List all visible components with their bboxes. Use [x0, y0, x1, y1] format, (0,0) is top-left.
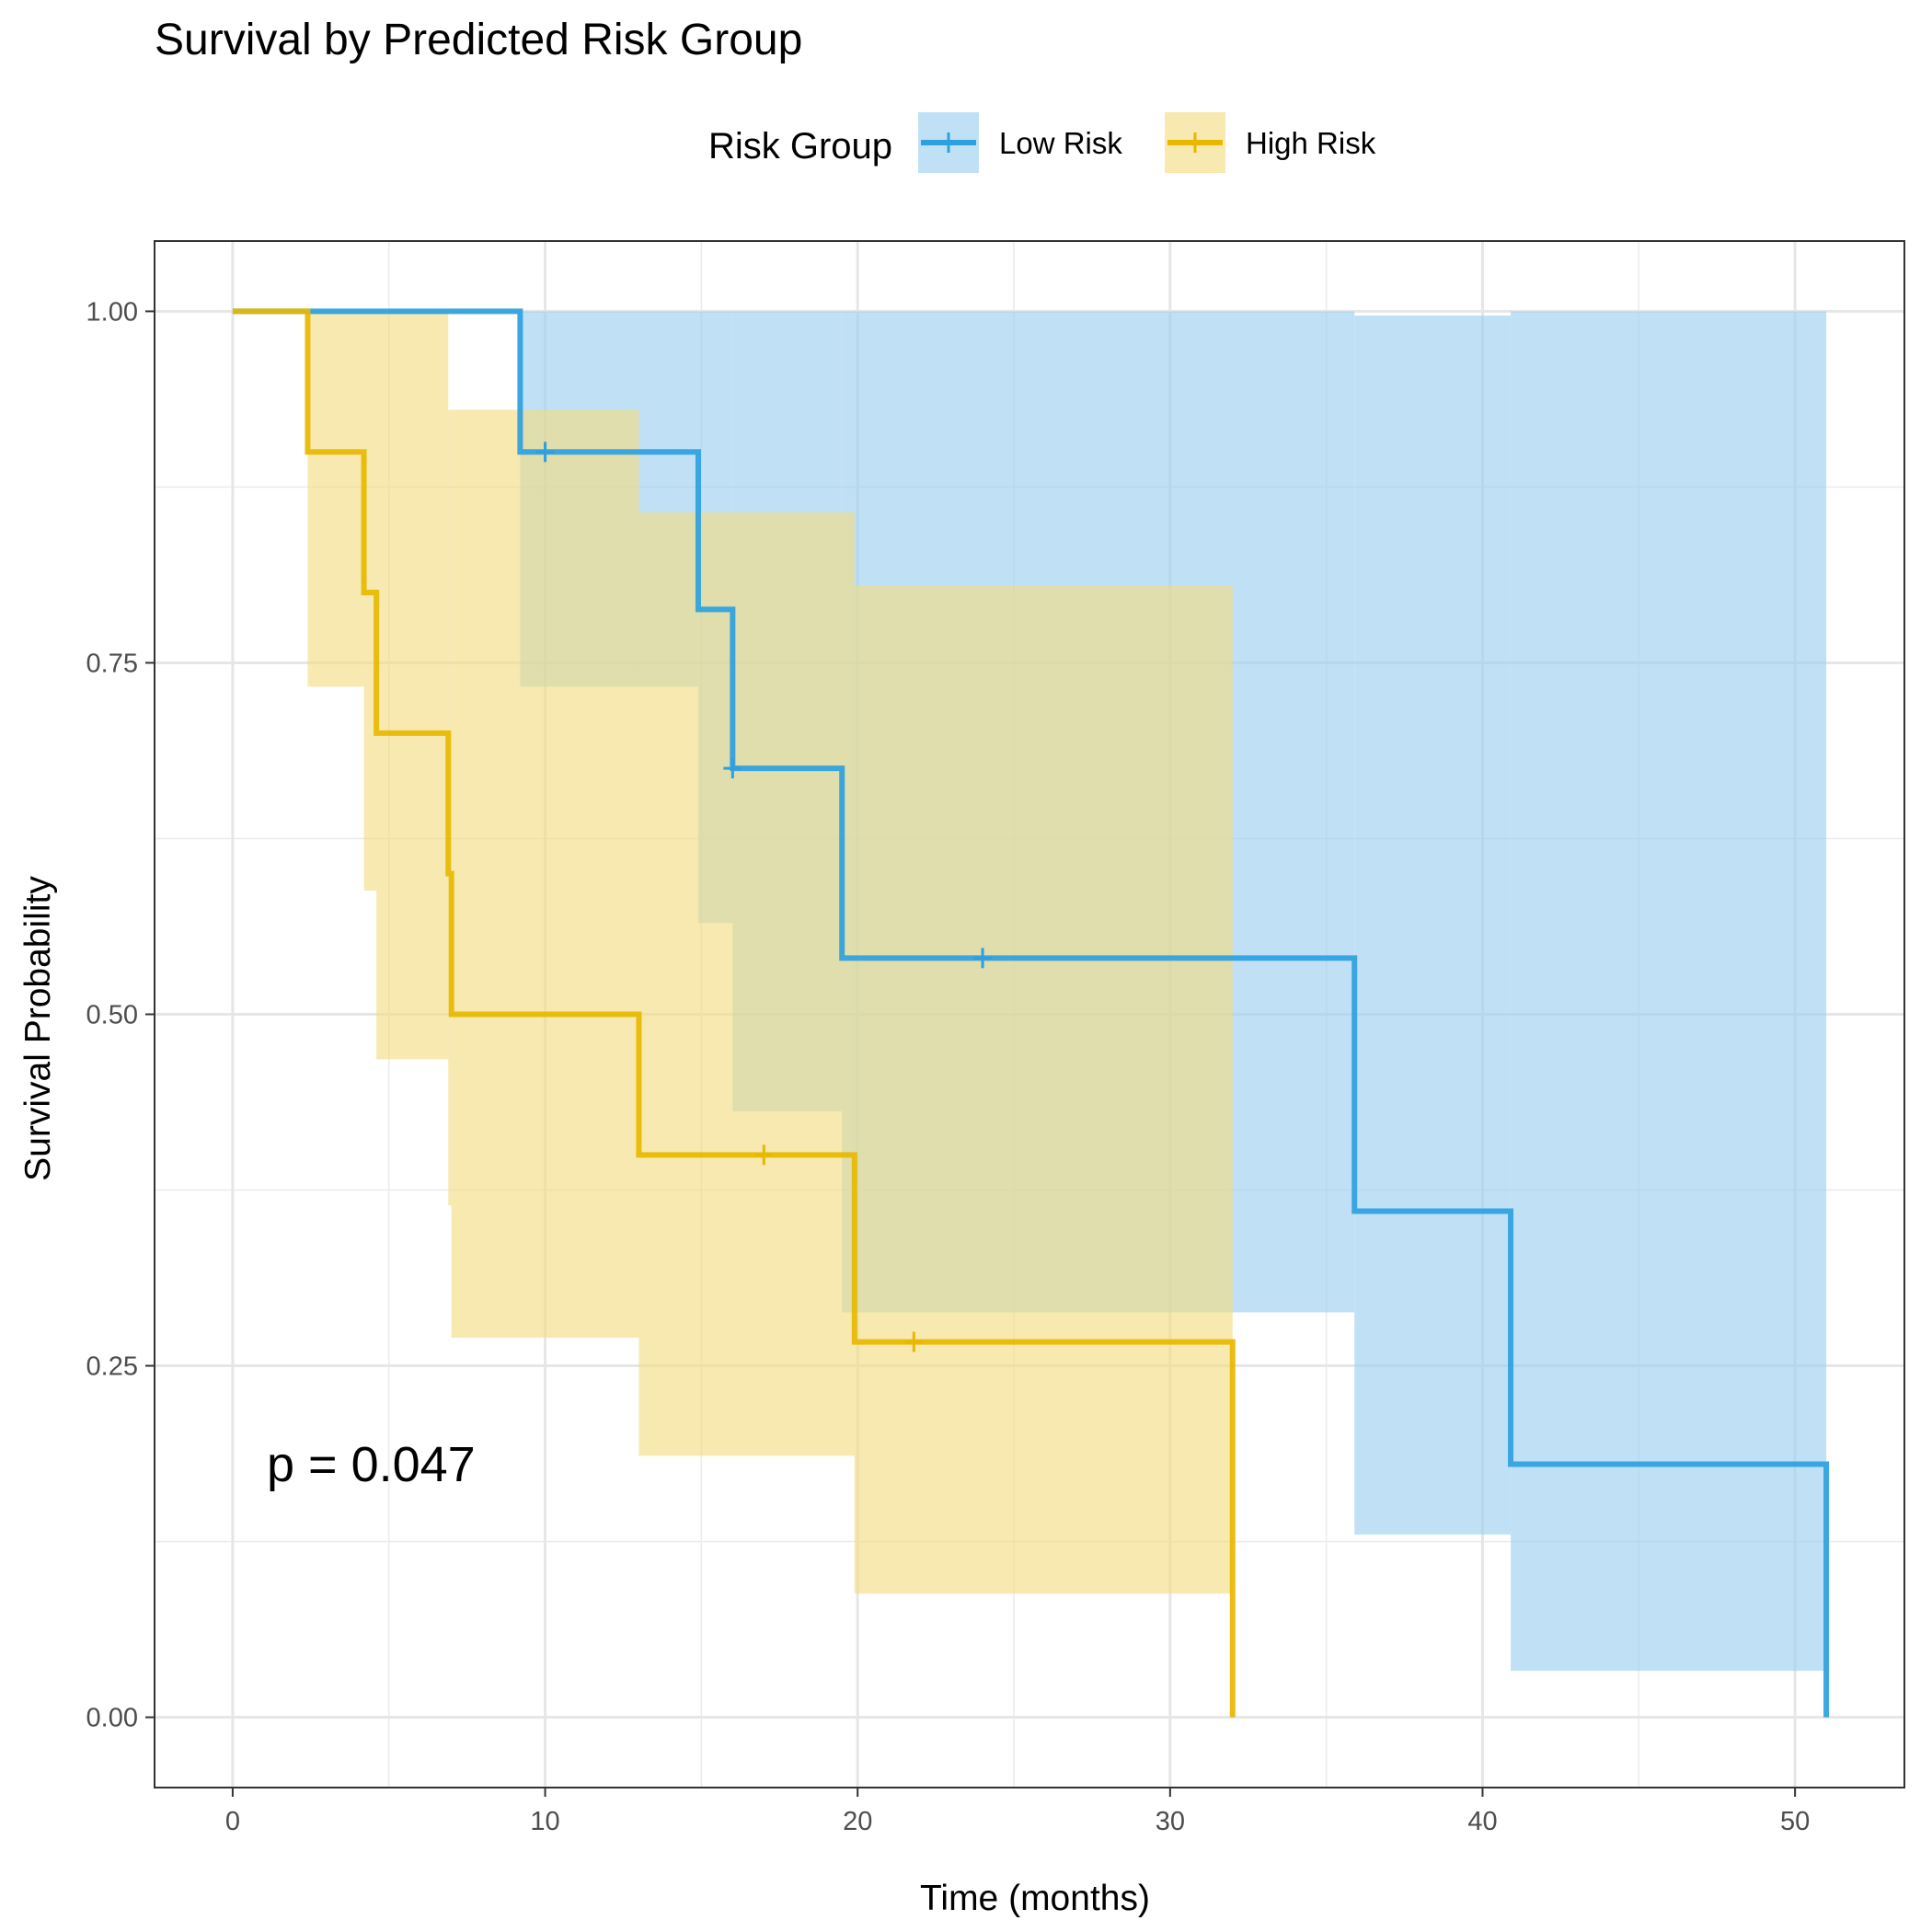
- y-tick-label: 0.00: [86, 1704, 138, 1733]
- survival-curves: [232, 308, 1830, 1718]
- x-tick-label: 40: [1467, 1807, 1497, 1836]
- confidence-band-segment: [451, 409, 639, 1338]
- survival-curve: [232, 308, 1830, 1718]
- confidence-band-segment: [363, 311, 377, 891]
- censor-mark: [973, 948, 993, 969]
- x-tick-label: 50: [1780, 1807, 1810, 1836]
- confidence-band-segment: [638, 512, 855, 1456]
- p-value-annotation: p = 0.047: [267, 1437, 476, 1492]
- x-tick-label: 0: [225, 1807, 240, 1836]
- confidence-band-segment: [376, 311, 449, 1060]
- legend-item: Low Risk: [918, 112, 1122, 173]
- legend: Risk Group Low Risk High Risk: [708, 112, 1376, 173]
- survival-curve: [232, 308, 1236, 1718]
- axes: 0 10 20 30 40 50 0.00 0.25 0.50 0.75 1.00: [86, 297, 1811, 1836]
- y-axis-title: Survival Probability: [18, 876, 58, 1181]
- legend-label: Low Risk: [999, 126, 1122, 160]
- x-tick-label: 10: [530, 1807, 559, 1836]
- confidence-band-segment: [1354, 315, 1512, 1535]
- x-tick-label: 20: [843, 1807, 872, 1836]
- censor-mark: [723, 758, 742, 779]
- x-axis-title: Time (months): [920, 1879, 1150, 1918]
- confidence-band-segment: [307, 311, 364, 687]
- censor-marks: [535, 442, 993, 1352]
- y-tick-label: 1.00: [86, 297, 138, 327]
- confidence-bands: [307, 311, 1827, 1672]
- y-tick-label: 0.50: [86, 1001, 138, 1030]
- y-tick-label: 0.25: [86, 1352, 138, 1382]
- legend-label: High Risk: [1246, 126, 1376, 160]
- confidence-band-segment: [854, 585, 1233, 1594]
- y-tick-label: 0.75: [86, 649, 138, 678]
- censor-mark: [754, 1144, 774, 1166]
- x-tick-label: 30: [1156, 1807, 1185, 1836]
- confidence-band-segment: [1511, 311, 1827, 1672]
- censor-mark: [535, 442, 555, 463]
- legend-title: Risk Group: [708, 126, 892, 167]
- censor-mark: [904, 1331, 924, 1352]
- chart-title: Survival by Predicted Risk Group: [155, 16, 802, 64]
- legend-item: High Risk: [1165, 112, 1376, 173]
